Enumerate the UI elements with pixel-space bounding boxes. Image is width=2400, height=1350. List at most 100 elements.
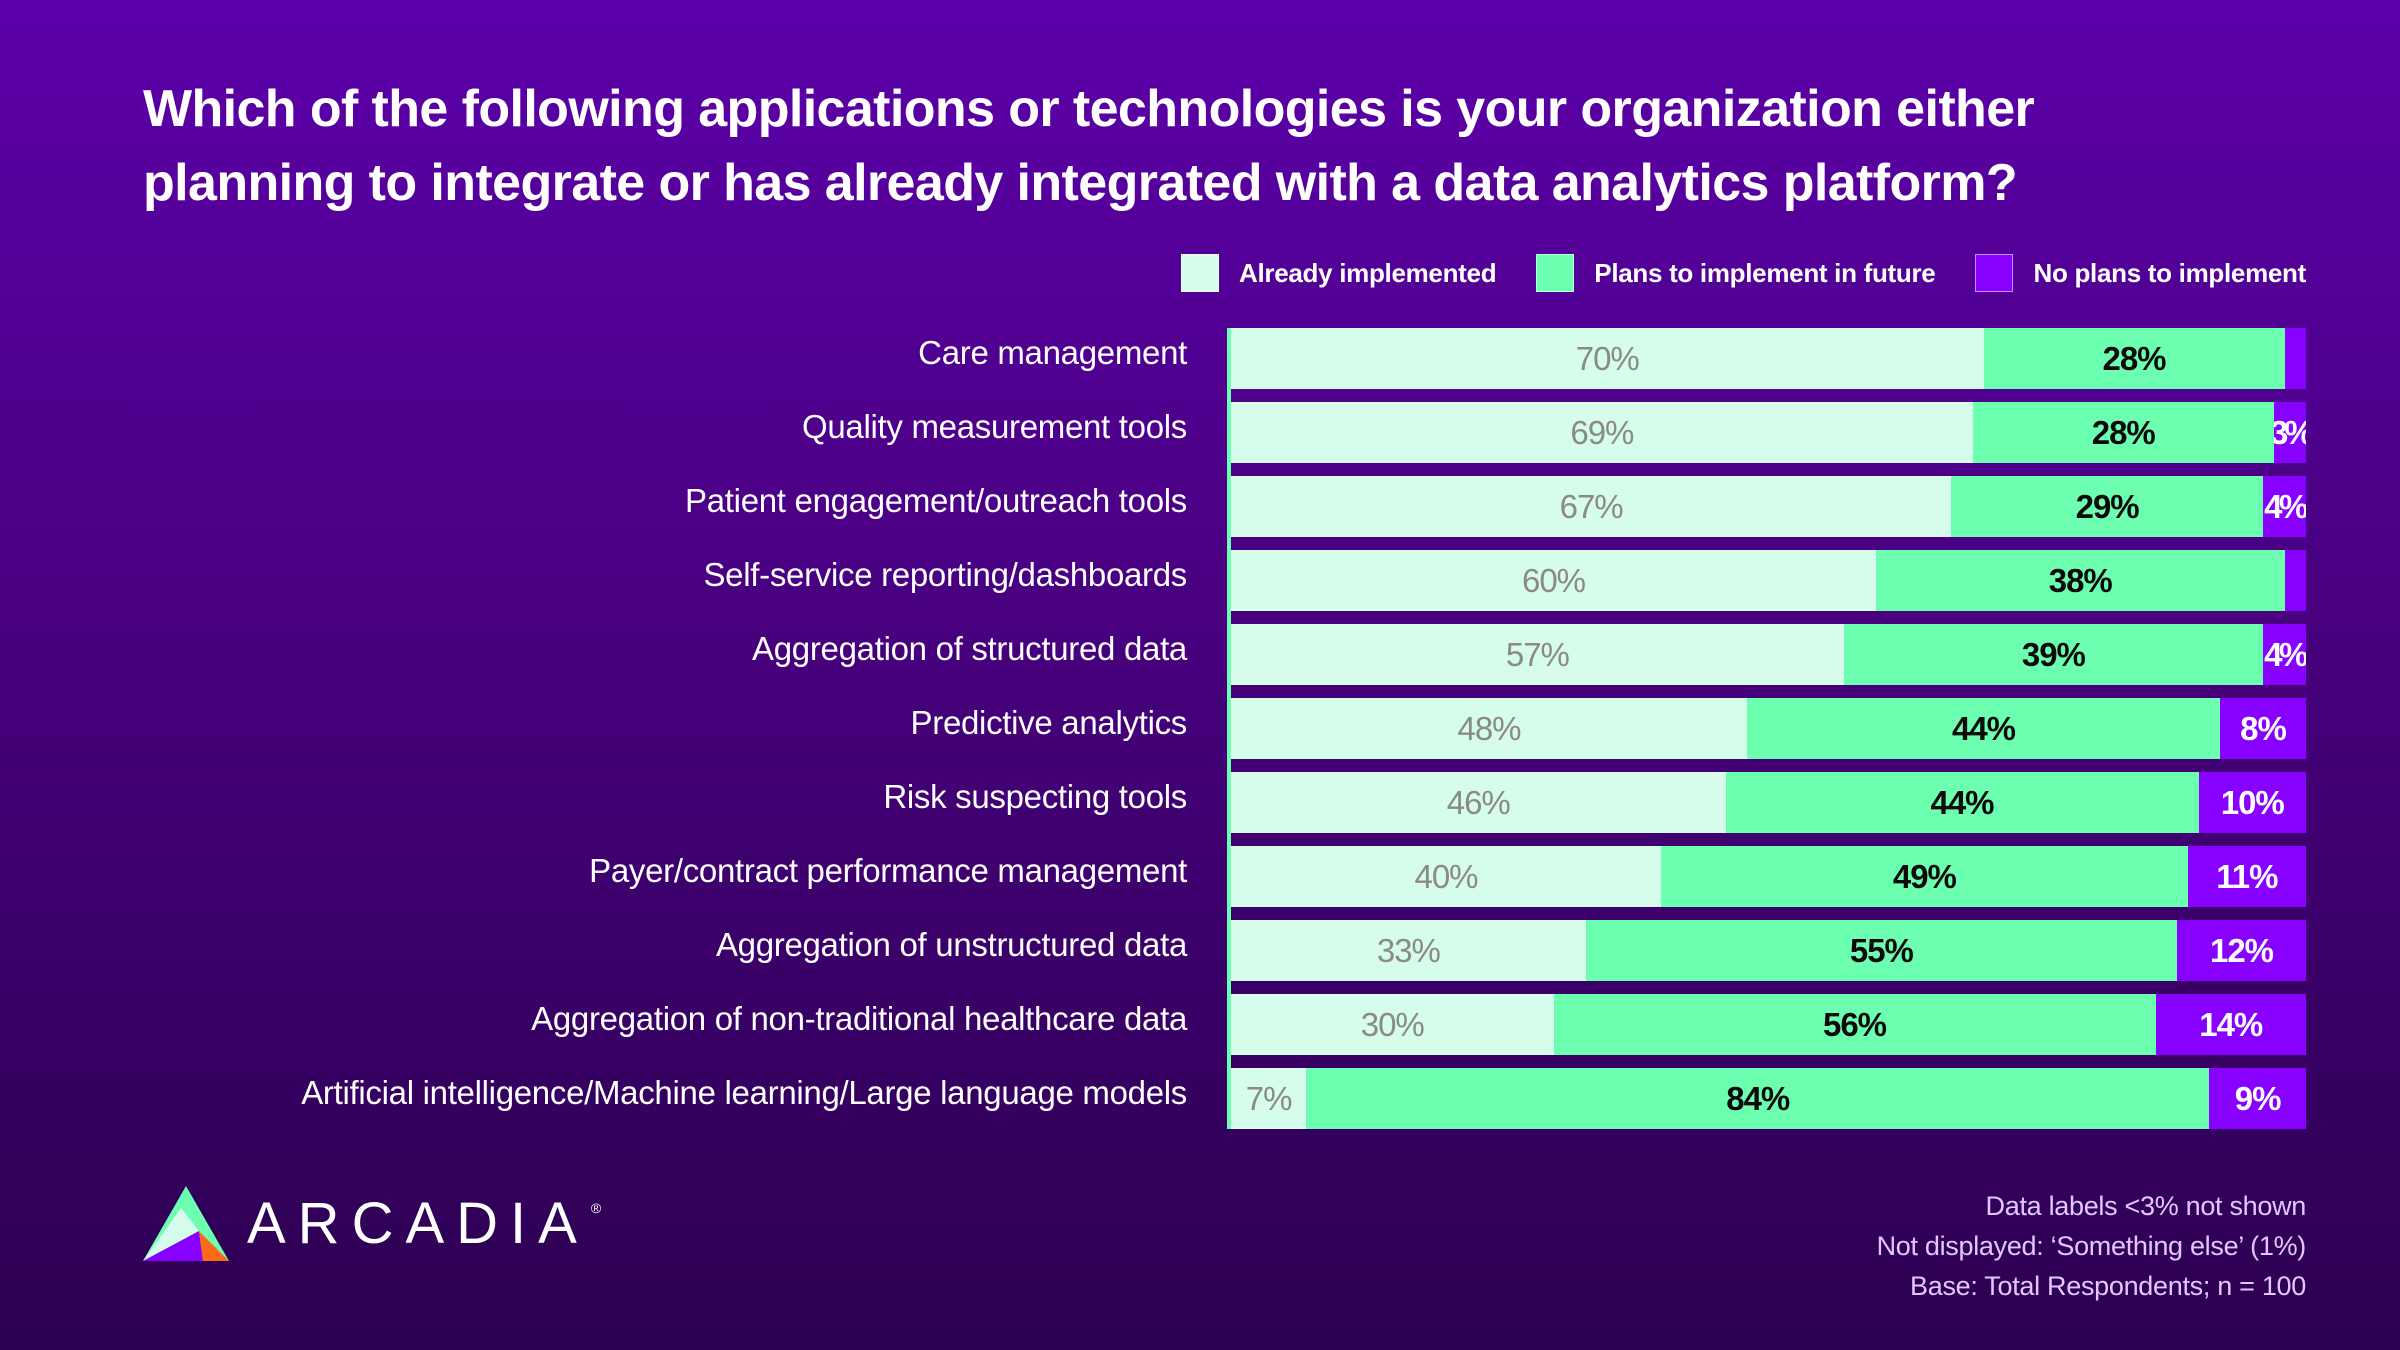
data-label: 33%	[1376, 931, 1441, 969]
category-label-predictive-analytics: Predictive analytics	[910, 703, 1188, 741]
legend-label: No plans to implement	[2033, 257, 2306, 288]
data-label: 55%	[1849, 931, 1914, 969]
data-label: 29%	[2075, 487, 2140, 525]
bar-segment-already-implemented: 40%	[1231, 846, 1661, 907]
legend-item-no-plans: No plans to implement	[1975, 253, 2306, 293]
category-label-aggregation-of-structured-data: Aggregation of structured data	[752, 629, 1187, 667]
data-label: 30%	[1360, 1005, 1425, 1043]
footnote-not-displayed: Not displayed: ‘Something else’ (1%)	[1876, 1231, 2307, 1261]
data-label: 69%	[1570, 413, 1634, 451]
category-label-patient-engagement-outreach-tools: Patient engagement/outreach tools	[685, 481, 1187, 519]
bar-segment-no-plans-to-implement	[2284, 550, 2306, 611]
data-label: 14%	[2199, 1005, 2263, 1043]
data-label: 67%	[1559, 487, 1624, 525]
chart-title-line-2: planning to integrate or has already int…	[143, 154, 2018, 212]
bar-segment-no-plans-to-implement: 4%	[2263, 476, 2306, 537]
legend-item-already-implemented: Already implemented	[1181, 253, 1497, 293]
bar-row-payer-contract-performance-management: 40% 49% 11%	[1231, 846, 2306, 907]
data-label: 12%	[2209, 931, 2274, 969]
bar-row-aggregation-of-unstructured-data: 33% 55% 12%	[1231, 920, 2306, 981]
bar-segment-plans-to-implement-in-future: 29%	[1951, 476, 2263, 537]
bar-row-care-management: 70% 28%	[1231, 328, 2306, 389]
footnotes: Data labels <3% not shown Not displayed:…	[1876, 1186, 2307, 1306]
bar-segment-no-plans-to-implement: 9%	[2209, 1068, 2306, 1129]
bar-row-risk-suspecting-tools: 46% 44% 10%	[1231, 772, 2306, 833]
bar-segment-no-plans-to-implement	[2284, 328, 2306, 389]
legend-item-plans-to-implement: Plans to implement in future	[1536, 253, 1936, 293]
logo-triangle-mint	[143, 1208, 199, 1261]
data-label: 28%	[2091, 413, 2156, 451]
bar-segment-plans-to-implement-in-future: 44%	[1725, 772, 2199, 833]
category-label-payer-contract-performance-management: Payer/contract performance management	[589, 851, 1187, 889]
category-label-artificial-intelligence-machine-learning-large-language-models: Artificial intelligence/Machine learning…	[301, 1073, 1187, 1111]
footnote-label-threshold: Data labels <3% not shown	[1985, 1191, 2307, 1221]
bar-segment-plans-to-implement-in-future: 84%	[1306, 1068, 2210, 1129]
data-label: 9%	[2234, 1079, 2282, 1117]
bar-row-patient-engagement-outreach-tools: 67% 29% 4%	[1231, 476, 2306, 537]
bar-segment-no-plans-to-implement: 10%	[2198, 772, 2306, 833]
bar-segment-already-implemented: 69%	[1231, 402, 1973, 463]
arcadia-logo: ARCADIA ®	[143, 1186, 601, 1262]
legend: Already implemented Plans to implement i…	[1181, 253, 2306, 293]
category-label-aggregation-of-unstructured-data: Aggregation of unstructured data	[715, 925, 1187, 963]
legend-swatch-plans-to-implement	[1536, 254, 1575, 292]
bar-segment-already-implemented: 30%	[1231, 994, 1554, 1055]
arcadia-logo-icon	[143, 1186, 229, 1261]
bar-row-predictive-analytics: 48% 44% 8%	[1231, 698, 2306, 759]
data-label: 57%	[1505, 635, 1570, 673]
category-label-aggregation-of-non-traditional-healthcare-data: Aggregation of non-traditional healthcar…	[531, 999, 1187, 1037]
data-label: 44%	[1930, 783, 1994, 821]
bar-segment-no-plans-to-implement: 8%	[2220, 698, 2306, 759]
legend-swatch-already-implemented	[1181, 254, 1219, 292]
bar-segment-plans-to-implement-in-future: 38%	[1876, 550, 2285, 611]
footnote-base: Base: Total Respondents; n = 100	[1910, 1271, 2306, 1301]
data-label: 56%	[1822, 1005, 1887, 1043]
data-label: 60%	[1521, 561, 1586, 599]
data-label: 46%	[1446, 783, 1511, 821]
data-label: 70%	[1575, 339, 1640, 377]
legend-label: Plans to implement in future	[1594, 257, 1936, 288]
bar-segment-already-implemented: 60%	[1231, 550, 1876, 611]
bar-segment-already-implemented: 33%	[1231, 920, 1586, 981]
bar-segment-already-implemented: 46%	[1231, 772, 1726, 833]
bar-segment-plans-to-implement-in-future: 28%	[1972, 402, 2274, 463]
logo-triangle-purple	[143, 1231, 203, 1261]
bar-segment-no-plans-to-implement: 11%	[2187, 846, 2306, 907]
data-label: 3%	[2273, 413, 2306, 451]
data-label: 40%	[1414, 857, 1478, 895]
bar-segment-plans-to-implement-in-future: 49%	[1661, 846, 2188, 907]
data-label: 84%	[1726, 1079, 1790, 1117]
legend-label: Already implemented	[1239, 257, 1497, 288]
bar-row-artificial-intelligence-machine-learning-large-language-models: 7% 84% 9%	[1231, 1068, 2306, 1129]
bar-row-aggregation-of-non-traditional-healthcare-data: 30% 56% 14%	[1231, 994, 2306, 1055]
bar-segment-plans-to-implement-in-future: 55%	[1585, 920, 2177, 981]
category-label-risk-suspecting-tools: Risk suspecting tools	[883, 777, 1187, 815]
category-label-self-service-reporting-dashboards: Self-service reporting/dashboards	[703, 555, 1187, 593]
data-label: 28%	[2102, 339, 2166, 377]
bar-segment-already-implemented: 7%	[1231, 1068, 1307, 1129]
bar-segment-no-plans-to-implement: 4%	[2263, 624, 2306, 685]
data-label: 11%	[2216, 857, 2278, 895]
bar-segment-plans-to-implement-in-future: 39%	[1843, 624, 2263, 685]
chart-title-line-1: Which of the following applications or t…	[143, 80, 2035, 138]
category-label-quality-measurement-tools: Quality measurement tools	[801, 407, 1187, 445]
data-label: 38%	[2048, 561, 2113, 599]
data-label: 39%	[2021, 635, 2086, 673]
bar-row-quality-measurement-tools: 69% 28% 3%	[1231, 402, 2306, 463]
data-label: 8%	[2240, 709, 2287, 747]
bar-segment-already-implemented: 57%	[1231, 624, 1844, 685]
bar-segment-plans-to-implement-in-future: 44%	[1747, 698, 2220, 759]
chart-title: Which of the following applications or t…	[143, 72, 2383, 220]
registered-mark: ®	[590, 1200, 602, 1216]
bar-segment-already-implemented: 70%	[1231, 328, 1984, 389]
bar-row-aggregation-of-structured-data: 57% 39% 4%	[1231, 624, 2306, 685]
bar-segment-plans-to-implement-in-future: 56%	[1553, 994, 2156, 1055]
data-label: 49%	[1892, 857, 1957, 895]
category-axis-line	[1227, 328, 1231, 1129]
data-label: 4%	[2264, 487, 2306, 525]
legend-swatch-no-plans	[1975, 254, 2014, 292]
bar-segment-already-implemented: 48%	[1231, 698, 1747, 759]
bar-segment-plans-to-implement-in-future: 28%	[1983, 328, 2285, 389]
category-label-care-management: Care management	[918, 333, 1187, 371]
bar-segment-no-plans-to-implement: 3%	[2273, 402, 2306, 463]
